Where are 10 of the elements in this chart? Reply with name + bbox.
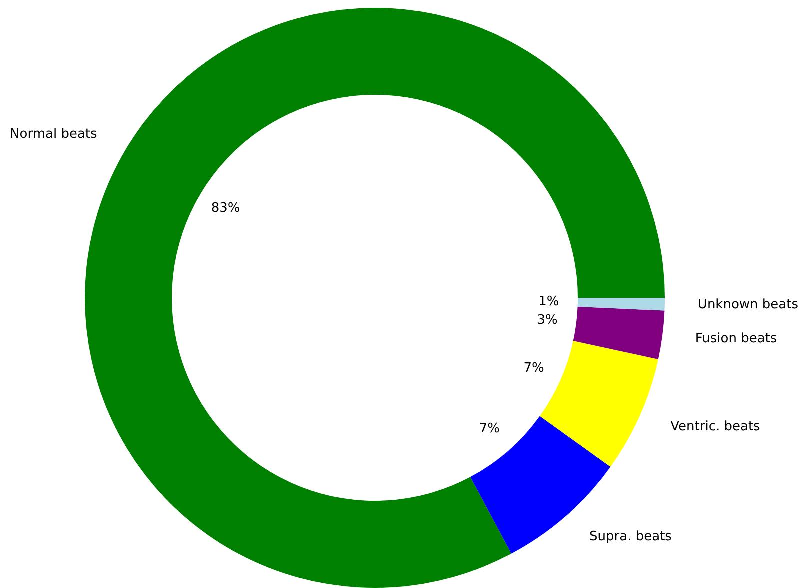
- slice-label: Supra. beats: [590, 530, 672, 545]
- data-label: 7%: [524, 361, 544, 376]
- data-label: 7%: [479, 421, 500, 436]
- data-label: 3%: [537, 312, 558, 328]
- data-label: 83%: [211, 200, 240, 216]
- slice-label: Unknown beats: [698, 297, 799, 312]
- slice-label: Ventric. beats: [670, 420, 761, 435]
- data-label: 1%: [538, 294, 560, 310]
- slice-label: Normal beats: [10, 126, 98, 142]
- slice-label: Fusion beats: [695, 331, 778, 346]
